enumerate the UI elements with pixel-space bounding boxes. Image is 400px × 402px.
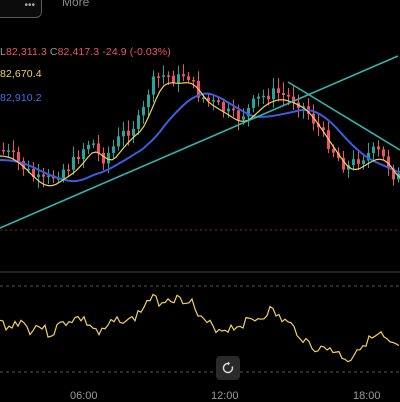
candle-body bbox=[102, 152, 105, 164]
ma-slow-line bbox=[0, 92, 400, 183]
candle-body bbox=[217, 100, 220, 103]
reset-chart-button[interactable] bbox=[216, 356, 240, 380]
change-value: -24.9 (-0.03%) bbox=[102, 46, 171, 58]
candle-body bbox=[332, 148, 335, 153]
candle-body bbox=[107, 152, 110, 164]
ma-fast-legend: 82,670.4 bbox=[0, 68, 42, 80]
candle-body bbox=[342, 157, 345, 170]
time-label-1800: 18:00 bbox=[353, 390, 381, 402]
ohlc-legend: L82,311.3 C82,417.3 -24.9 (-0.03%) bbox=[0, 46, 171, 58]
candle-body bbox=[122, 130, 125, 137]
candle-body bbox=[377, 146, 380, 150]
candle-body bbox=[22, 160, 25, 169]
candle-body bbox=[267, 95, 270, 100]
candle-body bbox=[222, 102, 225, 112]
candle-body bbox=[172, 75, 175, 84]
candle-body bbox=[142, 107, 145, 116]
candle-body bbox=[167, 75, 170, 77]
candle-body bbox=[17, 151, 20, 161]
candle-body bbox=[187, 76, 190, 80]
candle-body bbox=[27, 168, 30, 171]
candle-body bbox=[2, 150, 5, 152]
candle-body bbox=[42, 174, 45, 177]
candle-body bbox=[207, 97, 210, 101]
time-label-1200: 12:00 bbox=[211, 390, 239, 402]
candle-body bbox=[362, 160, 365, 164]
candle-body bbox=[62, 169, 65, 179]
candle-body bbox=[127, 130, 130, 136]
candle-body bbox=[137, 115, 140, 129]
trendline-lower[interactable] bbox=[287, 81, 400, 151]
rsi-line bbox=[0, 293, 400, 363]
candle-body bbox=[12, 150, 15, 152]
candle-body bbox=[212, 100, 215, 102]
candle-body bbox=[32, 168, 35, 178]
time-label-0600: 06:00 bbox=[70, 390, 98, 402]
candle-body bbox=[272, 88, 275, 100]
candle-body bbox=[162, 75, 165, 77]
candle-body bbox=[247, 107, 250, 117]
candle-body bbox=[192, 79, 195, 82]
candle-body bbox=[367, 153, 370, 161]
candle-body bbox=[382, 149, 385, 157]
candle-body bbox=[227, 108, 230, 112]
candle-body bbox=[132, 128, 135, 136]
candle-body bbox=[177, 74, 180, 84]
candle-body bbox=[112, 146, 115, 153]
ma-slow-legend: 82,910.2 bbox=[0, 92, 42, 104]
candle-body bbox=[97, 143, 100, 153]
candle-body bbox=[277, 88, 280, 93]
candle-body bbox=[87, 144, 90, 150]
candle-body bbox=[92, 143, 95, 145]
ma-fast-line bbox=[0, 82, 400, 187]
candle-body bbox=[302, 106, 305, 108]
candle-body bbox=[182, 74, 185, 77]
candle-body bbox=[152, 76, 155, 95]
candle-body bbox=[67, 169, 70, 172]
candle-body bbox=[252, 98, 255, 108]
candle-body bbox=[82, 149, 85, 160]
candle-body bbox=[202, 97, 205, 100]
close-label: C bbox=[49, 46, 58, 58]
candle-body bbox=[337, 152, 340, 158]
candle-body bbox=[77, 156, 80, 160]
candle-body bbox=[322, 127, 325, 131]
candles-layer bbox=[2, 64, 400, 188]
close-value: 82,417.3 bbox=[57, 46, 100, 58]
candle-body bbox=[237, 110, 240, 120]
candle-body bbox=[47, 175, 50, 177]
candle-body bbox=[282, 92, 285, 96]
candle-body bbox=[117, 136, 120, 147]
candle-body bbox=[262, 95, 265, 98]
menu-button[interactable]: ••• bbox=[0, 0, 42, 18]
candle-body bbox=[157, 76, 160, 78]
candle-body bbox=[7, 150, 10, 152]
candle-body bbox=[372, 146, 375, 154]
trendline-upper[interactable] bbox=[0, 55, 399, 229]
candle-body bbox=[37, 174, 40, 178]
candle-body bbox=[287, 95, 290, 97]
low-value: 82,311.3 bbox=[5, 46, 47, 58]
candle-body bbox=[357, 159, 360, 164]
candle-body bbox=[72, 156, 75, 170]
candle-body bbox=[292, 96, 295, 103]
more-label[interactable]: More bbox=[62, 0, 90, 9]
low-label: L bbox=[0, 46, 6, 58]
candle-body bbox=[387, 156, 390, 169]
candle-body bbox=[257, 96, 260, 99]
candle-body bbox=[352, 159, 355, 166]
candle-body bbox=[147, 94, 150, 108]
candle-body bbox=[242, 116, 245, 120]
candle-body bbox=[392, 168, 395, 180]
reset-icon bbox=[222, 361, 234, 374]
more-dots-icon: ••• bbox=[24, 0, 35, 11]
candle-body bbox=[232, 108, 235, 111]
